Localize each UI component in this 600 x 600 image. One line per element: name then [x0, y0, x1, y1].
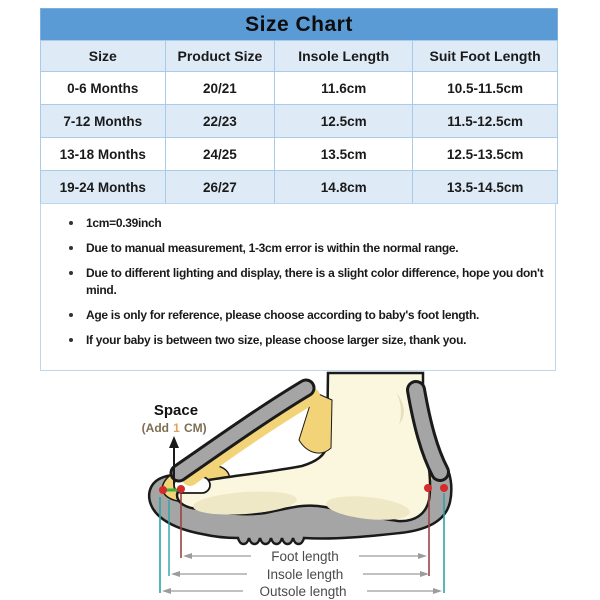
- table-cell: 20/21: [164, 71, 276, 105]
- note-item: Due to different lighting and display, t…: [41, 265, 549, 297]
- arrow-right-icon: [433, 588, 442, 594]
- bullet-icon: [69, 271, 73, 276]
- space-add-suffix: CM): [184, 421, 207, 435]
- front-collar-shape: [172, 381, 313, 480]
- table-header-row: Size Product Size Insole Length Suit Foo…: [40, 40, 558, 72]
- table-cell: 13-18 Months: [40, 137, 166, 171]
- bullet-icon: [69, 221, 73, 225]
- table-row: 0-6 Months 20/21 11.6cm 10.5-11.5cm: [40, 71, 558, 105]
- notes-list: 1cm=0.39inch Due to manual measurement, …: [41, 204, 555, 348]
- table-row: 13-18 Months 24/25 13.5cm 12.5-13.5cm: [40, 137, 558, 171]
- space-add-value: 1: [173, 421, 180, 435]
- note-text: Due to manual measurement, 1-3cm error i…: [86, 241, 459, 256]
- measure-dot: [440, 484, 448, 492]
- note-item: Age is only for reference, please choose…: [41, 307, 549, 323]
- space-label: Space: [154, 402, 198, 419]
- note-text: 1cm=0.39inch: [86, 216, 162, 230]
- note-text: Due to different lighting and display, t…: [86, 266, 544, 297]
- table-cell: 22/23: [164, 104, 276, 138]
- size-table: Size Product Size Insole Length Suit Foo…: [40, 40, 558, 204]
- column-header-product-size: Product Size: [164, 40, 276, 72]
- note-item: 1cm=0.39inch: [41, 215, 549, 231]
- arrow-right-icon: [420, 571, 429, 577]
- table-cell: 0-6 Months: [40, 71, 166, 105]
- table-row: 7-12 Months 22/23 12.5cm 11.5-12.5cm: [40, 104, 558, 138]
- foot-shading: [326, 496, 410, 520]
- column-header-insole-length: Insole Length: [274, 40, 414, 72]
- table-cell: 10.5-11.5cm: [412, 71, 558, 105]
- column-header-size: Size: [40, 40, 166, 72]
- front-collar-lining: [182, 388, 320, 486]
- table-cell: 14.8cm: [274, 170, 414, 204]
- arrow-left-icon: [171, 571, 180, 577]
- table-cell: 19-24 Months: [40, 170, 166, 204]
- table-cell: 11.5-12.5cm: [412, 104, 558, 138]
- table-cell: 13.5-14.5cm: [412, 170, 558, 204]
- arrow-left-icon: [183, 553, 192, 559]
- ankle-shading: [396, 392, 404, 425]
- note-item: Due to manual measurement, 1-3cm error i…: [41, 240, 549, 256]
- bullet-icon: [69, 337, 73, 342]
- table-cell: 12.5-13.5cm: [412, 137, 558, 171]
- measure-dot: [424, 484, 432, 492]
- size-chart-section: Size Chart Size Product Size Insole Leng…: [40, 8, 558, 204]
- foot-length-label: Foot length: [271, 549, 339, 564]
- foot-shading: [193, 491, 297, 515]
- bullet-icon: [69, 246, 73, 251]
- table-row: 19-24 Months 26/27 14.8cm 13.5-14.5cm: [40, 170, 558, 204]
- bullet-icon: [69, 312, 73, 317]
- column-header-suit-foot-length: Suit Foot Length: [412, 40, 558, 72]
- measure-dot: [159, 486, 167, 494]
- note-item: If your baby is between two size, please…: [41, 332, 549, 348]
- space-arrowhead-icon: [169, 436, 179, 448]
- arrow-right-icon: [418, 553, 427, 559]
- space-add-prefix: (Add: [142, 421, 169, 435]
- table-cell: 13.5cm: [274, 137, 414, 171]
- table-cell: 11.6cm: [274, 71, 414, 105]
- table-cell: 7-12 Months: [40, 104, 166, 138]
- table-cell: 26/27: [164, 170, 276, 204]
- table-cell: 24/25: [164, 137, 276, 171]
- arrow-left-icon: [162, 588, 171, 594]
- outsole-length-label: Outsole length: [259, 584, 346, 599]
- insole-length-label: Insole length: [267, 567, 344, 582]
- back-collar-shape: [409, 383, 447, 479]
- measure-dot: [177, 485, 185, 493]
- ankle-front-lining: [298, 391, 333, 454]
- notes-box: 1cm=0.39inch Due to manual measurement, …: [40, 203, 556, 371]
- table-cell: 12.5cm: [274, 104, 414, 138]
- note-text: Age is only for reference, please choose…: [86, 307, 480, 322]
- note-text: If your baby is between two size, please…: [86, 332, 467, 347]
- size-chart-title: Size Chart: [40, 8, 558, 40]
